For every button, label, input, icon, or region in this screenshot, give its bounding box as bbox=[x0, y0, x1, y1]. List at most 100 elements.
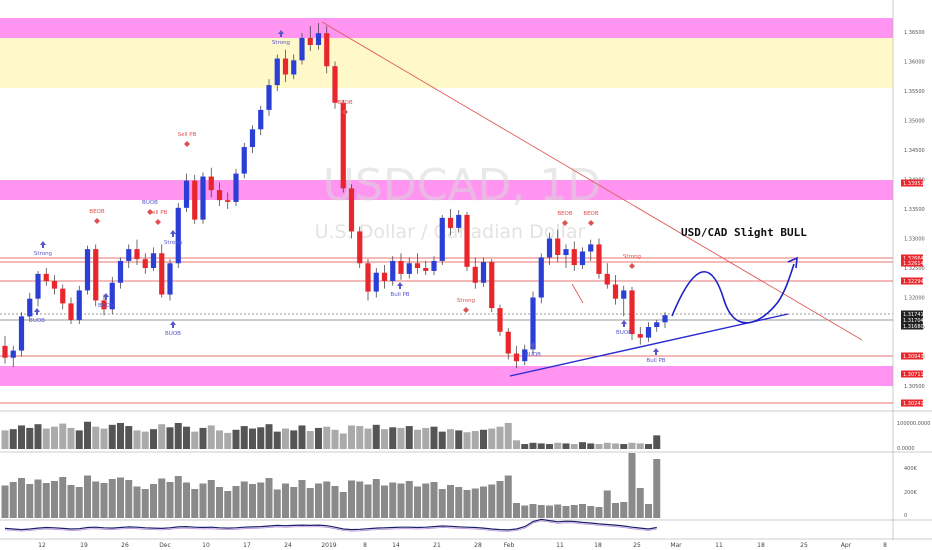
volume-bar bbox=[26, 427, 34, 449]
volume-bar bbox=[372, 479, 380, 518]
candle bbox=[464, 211, 470, 271]
time-tick: 26 bbox=[121, 542, 129, 549]
volume-bar bbox=[636, 443, 644, 449]
volume-bar bbox=[257, 482, 265, 518]
candle bbox=[233, 168, 239, 207]
candle-body bbox=[43, 273, 49, 281]
candle bbox=[192, 174, 198, 224]
time-tick-label: Feb bbox=[504, 542, 515, 549]
volume-bar bbox=[546, 505, 553, 518]
candle bbox=[431, 256, 437, 276]
time-tick: 11 bbox=[556, 542, 564, 549]
volume-bar bbox=[653, 459, 661, 518]
price-axis: 1.365001.360001.355001.350001.345001.340… bbox=[892, 0, 932, 540]
volume-bar bbox=[397, 427, 405, 449]
volume-bar bbox=[232, 486, 240, 518]
candle-body bbox=[357, 231, 363, 264]
candle bbox=[208, 167, 214, 198]
candle-body bbox=[2, 345, 8, 358]
volume-bar bbox=[620, 502, 628, 518]
marker-label: BEOB bbox=[337, 100, 353, 106]
price-tag: 1.32614 bbox=[901, 259, 924, 267]
candle-body bbox=[621, 290, 627, 299]
time-tick: 25 bbox=[633, 542, 641, 549]
price-tag-label: 1.30241 bbox=[903, 401, 924, 407]
resistance-zone-yellow bbox=[0, 38, 893, 88]
price-tag-label: 1.30711 bbox=[903, 372, 924, 378]
time-tick-label: 10 bbox=[202, 542, 210, 549]
volume-bar bbox=[34, 479, 42, 518]
candle bbox=[241, 142, 247, 179]
price-tag-bg bbox=[901, 179, 923, 187]
candle-body bbox=[76, 290, 82, 320]
candle-body bbox=[629, 290, 635, 335]
time-tick: 25 bbox=[800, 542, 808, 549]
candle-body bbox=[505, 331, 511, 354]
candle bbox=[60, 284, 66, 310]
time-tick: 28 bbox=[474, 542, 482, 549]
volume-bar bbox=[18, 478, 25, 518]
time-tick-label: 25 bbox=[633, 542, 641, 549]
price-tag: 1.30241 bbox=[901, 399, 924, 407]
candle-body bbox=[654, 322, 660, 327]
candle bbox=[472, 257, 478, 289]
volume-bar bbox=[570, 505, 578, 518]
volume-bar bbox=[306, 431, 314, 449]
volume-bar bbox=[339, 492, 347, 518]
volume-bar bbox=[455, 487, 463, 518]
resistance-zone-mid bbox=[0, 180, 893, 200]
candle-body bbox=[324, 33, 330, 67]
price-tag-label: 1.31741 bbox=[903, 312, 924, 318]
candle-body bbox=[522, 349, 528, 362]
vol1-tick-zero: 0.0000 bbox=[897, 446, 915, 452]
time-tick-label: 11 bbox=[556, 542, 564, 549]
horizontal-levels bbox=[0, 257, 893, 404]
volume-bar bbox=[562, 506, 570, 518]
candle bbox=[307, 26, 313, 51]
candle bbox=[43, 268, 49, 286]
time-tick-label: 28 bbox=[474, 542, 482, 549]
candle bbox=[645, 322, 652, 342]
volume-bar bbox=[207, 480, 215, 518]
volume-bar bbox=[653, 435, 661, 449]
volume-bar bbox=[92, 426, 100, 449]
time-tick: Dec bbox=[159, 542, 171, 549]
candle-body bbox=[348, 188, 355, 232]
volume-bar bbox=[463, 432, 471, 449]
volume-bar bbox=[34, 424, 42, 449]
signal-marker: BUOB bbox=[29, 308, 45, 324]
candle bbox=[538, 253, 544, 304]
candle-body bbox=[282, 58, 289, 75]
candle-body bbox=[513, 353, 520, 362]
marker-label: BUOB bbox=[142, 200, 158, 206]
volume-bar bbox=[537, 443, 545, 449]
price-tag: 1.31741 bbox=[901, 310, 924, 318]
time-tick: 21 bbox=[433, 542, 441, 549]
candle-body bbox=[546, 238, 553, 258]
volume-bar bbox=[141, 489, 149, 518]
volume-bar bbox=[496, 481, 504, 518]
candle-body bbox=[406, 263, 412, 274]
candle-body bbox=[538, 257, 544, 298]
price-tick-label: 1.34500 bbox=[904, 148, 925, 154]
candle-body bbox=[84, 249, 91, 291]
volume-bar bbox=[298, 480, 306, 518]
marker-label: Strong bbox=[272, 40, 290, 46]
volume-bar bbox=[282, 483, 289, 518]
marker-label: Strong bbox=[34, 251, 52, 257]
time-tick-label: 25 bbox=[800, 542, 808, 549]
volume-bar bbox=[1, 430, 9, 449]
candle bbox=[68, 297, 74, 325]
support-trendline bbox=[509, 313, 789, 377]
volume-bar bbox=[199, 483, 207, 518]
candle bbox=[266, 79, 272, 116]
signal-markers: BUOB Strong BEOB BUOB Sell PB BUOB Strong Sell … bbox=[29, 30, 666, 364]
volume-bar bbox=[562, 443, 570, 449]
time-tick: 17 bbox=[243, 542, 251, 549]
marker-diamond bbox=[94, 218, 100, 224]
volume-bar bbox=[364, 484, 372, 518]
candle-body bbox=[662, 315, 668, 323]
marker-arrow bbox=[170, 321, 176, 328]
